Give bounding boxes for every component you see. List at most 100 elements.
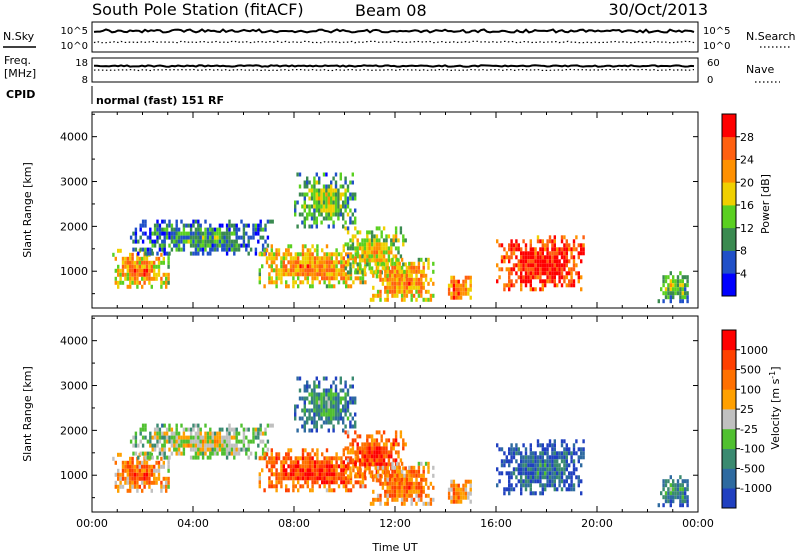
echo-cell: [560, 235, 564, 240]
echo-cell: [126, 480, 129, 485]
echo-cell: [344, 226, 347, 231]
echo-cell: [209, 435, 212, 440]
echo-cell: [361, 250, 364, 255]
echo-cell: [313, 404, 316, 409]
echo-cell: [136, 260, 139, 265]
echo-cell: [382, 458, 386, 463]
echo-cell: [254, 451, 258, 456]
echo-cell: [399, 230, 403, 235]
echo-cell: [398, 285, 401, 290]
echo-cell: [155, 264, 158, 269]
echo-cell: [405, 277, 409, 282]
echo-cell: [306, 256, 309, 261]
echo-cell: [405, 493, 409, 498]
echo-cell: [240, 235, 243, 240]
echo-cell: [333, 456, 336, 461]
echo-cell: [330, 276, 333, 281]
echo-cell: [313, 256, 317, 261]
echo-cell: [512, 263, 516, 268]
x-tick-label: 04:00: [177, 517, 209, 530]
echo-cell: [522, 239, 525, 244]
echo-cell: [330, 412, 333, 417]
echo-cell: [370, 254, 374, 259]
echo-cell: [340, 464, 343, 469]
echo-cell: [342, 464, 345, 469]
echo-cell: [237, 431, 241, 436]
echo-cell: [354, 192, 357, 197]
echo-cell: [582, 455, 585, 460]
echo-cell: [335, 480, 338, 485]
echo-cell: [163, 219, 166, 224]
echo-cell: [684, 275, 687, 280]
echo-cell: [201, 251, 205, 256]
echo-cell: [247, 455, 250, 460]
echo-cell: [134, 435, 138, 440]
echo-cell: [358, 254, 362, 259]
noise-panel-frame: [91, 21, 699, 53]
echo-cell: [548, 483, 552, 488]
echo-cell: [553, 455, 556, 460]
echo-cell: [264, 443, 267, 448]
echo-cell: [575, 235, 578, 240]
echo-cell: [551, 267, 554, 272]
echo-cell: [532, 475, 535, 480]
echo-cell: [464, 287, 468, 292]
echo-cell: [153, 223, 157, 228]
echo-cell: [189, 231, 193, 236]
echo-cell: [280, 472, 283, 477]
echo-cell: [325, 456, 329, 461]
echo-cell: [199, 235, 202, 240]
echo-cell: [455, 499, 458, 504]
echo-cell: [213, 243, 217, 248]
echo-cell: [560, 459, 564, 464]
echo-cell: [676, 479, 680, 484]
echo-cell: [577, 251, 580, 256]
echo-cell: [136, 480, 139, 485]
echo-cell: [420, 269, 423, 274]
echo-cell: [457, 295, 460, 300]
echo-cell: [541, 251, 544, 256]
echo-cell: [556, 251, 559, 256]
echo-cell: [318, 272, 321, 277]
echo-cell: [361, 442, 364, 447]
echo-cell: [285, 476, 288, 481]
echo-cell: [577, 479, 580, 484]
echo-cell: [342, 448, 345, 453]
echo-cell: [301, 280, 305, 285]
cpid-label: CPID: [6, 88, 35, 101]
echo-cell: [669, 499, 672, 504]
echo-cell: [366, 262, 369, 267]
echo-cell: [349, 180, 352, 185]
echo-cell: [209, 443, 212, 448]
echo-cell: [551, 447, 554, 452]
echo-cell: [356, 442, 359, 447]
echo-cell: [322, 400, 326, 405]
echo-cell: [508, 471, 511, 476]
echo-cell: [369, 501, 373, 506]
echo-cell: [313, 464, 317, 469]
echo-cell: [221, 243, 224, 248]
echo-cell: [328, 464, 331, 469]
noise-panel: N.Sky 10^5 10^0 10^5 10^0 N.Search: [3, 21, 796, 53]
echo-cell: [175, 235, 178, 240]
echo-cell: [464, 279, 468, 284]
echo-cell: [400, 461, 404, 466]
echo-cell: [162, 464, 165, 469]
echo-cell: [527, 275, 530, 280]
echo-cell: [679, 483, 682, 488]
echo-cell: [299, 280, 302, 285]
echo-cell: [321, 276, 324, 281]
echo-cell: [167, 272, 170, 277]
echo-cell: [149, 455, 152, 460]
echo-cell: [529, 271, 532, 276]
echo-cell: [354, 472, 357, 477]
echo-cell: [189, 435, 193, 440]
echo-cell: [301, 452, 305, 457]
echo-cell: [175, 447, 178, 452]
echo-cell: [275, 452, 278, 457]
colorbar-tick-label: 12: [740, 222, 754, 235]
echo-cell: [170, 451, 174, 456]
echo-cell: [313, 260, 317, 265]
echo-cell: [548, 439, 552, 444]
echo-cell: [119, 248, 122, 253]
